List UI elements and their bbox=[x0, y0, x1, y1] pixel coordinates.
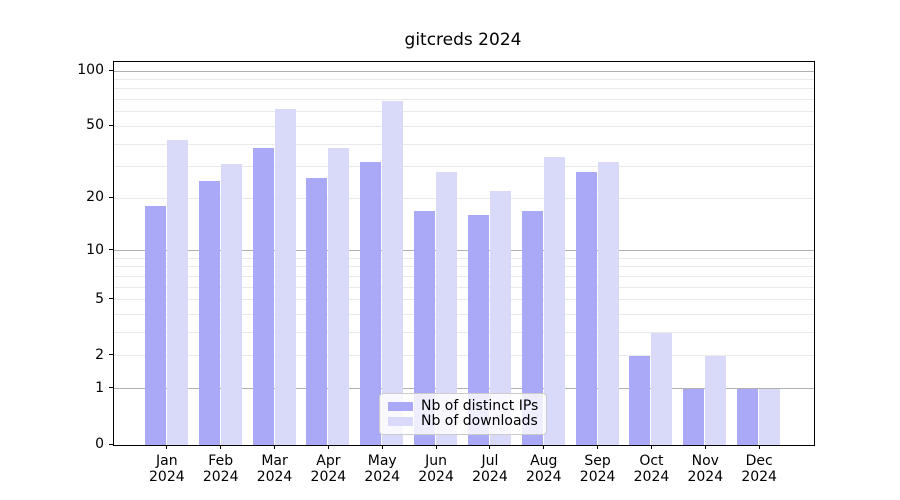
chart-title: gitcreds 2024 bbox=[404, 30, 522, 50]
y-tick-mark-20 bbox=[109, 196, 113, 198]
x-tick-label-may: May 2024 bbox=[364, 453, 401, 485]
y-tick-label-0: 0 bbox=[95, 436, 104, 452]
bar-downloads-may bbox=[382, 100, 404, 445]
bar-downloads-sep bbox=[597, 161, 619, 445]
bar-ips-dec bbox=[737, 388, 759, 445]
y-tick-label-1: 1 bbox=[95, 379, 104, 396]
bar-ips-nov bbox=[683, 388, 705, 445]
x-tick-mark-mar bbox=[274, 445, 276, 449]
y-tick-mark-50 bbox=[109, 124, 113, 126]
y-tick-mark-10 bbox=[109, 249, 113, 251]
gridline-minor-9 bbox=[114, 257, 814, 259]
bar-downloads-feb bbox=[220, 164, 242, 445]
x-tick-label-jan: Jan 2024 bbox=[149, 453, 185, 485]
x-tick-label-jul: Jul 2024 bbox=[472, 453, 508, 485]
y-tick-label-20: 20 bbox=[86, 189, 104, 206]
x-tick-mark-sep bbox=[597, 445, 599, 449]
bar-downloads-oct bbox=[651, 332, 673, 445]
bar-ips-jul bbox=[467, 215, 489, 445]
gridline-minor-4 bbox=[114, 314, 814, 316]
gridline-minor-3 bbox=[114, 332, 814, 334]
bar-ips-feb bbox=[198, 181, 220, 445]
x-tick-mark-feb bbox=[220, 445, 222, 449]
x-tick-label-mar: Mar 2024 bbox=[256, 453, 293, 485]
x-tick-mark-jan bbox=[166, 445, 168, 449]
x-tick-mark-dec bbox=[758, 445, 760, 449]
bar-downloads-dec bbox=[759, 388, 781, 445]
bar-downloads-apr bbox=[328, 148, 350, 445]
x-tick-label-sep: Sep 2024 bbox=[579, 453, 616, 485]
gridline-minor-50 bbox=[114, 125, 814, 127]
y-tick-label-2: 2 bbox=[95, 346, 104, 363]
gridline-minor-70 bbox=[114, 99, 814, 101]
gridline-minor-8 bbox=[114, 266, 814, 268]
gridline-minor-40 bbox=[114, 143, 814, 145]
y-tick-mark-5 bbox=[109, 298, 113, 300]
legend-swatch-ips-icon bbox=[388, 402, 413, 411]
y-tick-mark-2 bbox=[109, 354, 113, 356]
bar-ips-may bbox=[360, 161, 382, 445]
bar-downloads-aug bbox=[543, 156, 565, 445]
x-tick-label-dec: Dec 2024 bbox=[741, 453, 777, 485]
bar-ips-mar bbox=[252, 148, 274, 445]
legend-item-downloads: Nb of downloads bbox=[388, 413, 538, 429]
bar-downloads-jun bbox=[436, 172, 458, 445]
y-tick-label-5: 5 bbox=[95, 290, 104, 307]
bar-ips-jan bbox=[144, 206, 166, 445]
gridline-major-1 bbox=[114, 388, 814, 390]
gridline-minor-20 bbox=[114, 197, 814, 199]
gridline-minor-6 bbox=[114, 286, 814, 288]
bar-ips-aug bbox=[521, 210, 543, 445]
x-tick-label-apr: Apr 2024 bbox=[310, 453, 347, 485]
gridline-minor-7 bbox=[114, 276, 814, 278]
bar-downloads-jan bbox=[166, 140, 188, 445]
gridline-minor-5 bbox=[114, 299, 814, 301]
gridline-major-100 bbox=[114, 70, 814, 72]
x-tick-label-feb: Feb 2024 bbox=[202, 453, 239, 485]
bar-ips-jun bbox=[414, 210, 436, 445]
gridline-minor-90 bbox=[114, 79, 814, 81]
y-tick-mark-1 bbox=[109, 387, 113, 389]
y-tick-label-50: 50 bbox=[86, 117, 104, 134]
y-tick-mark-0 bbox=[109, 443, 113, 445]
bar-ips-sep bbox=[575, 172, 597, 445]
x-tick-mark-jun bbox=[435, 445, 437, 449]
y-tick-label-10: 10 bbox=[86, 241, 104, 258]
x-tick-label-oct: Oct 2024 bbox=[633, 453, 670, 485]
x-tick-mark-nov bbox=[704, 445, 706, 449]
x-tick-mark-may bbox=[381, 445, 383, 449]
bar-ips-apr bbox=[306, 177, 328, 445]
x-tick-label-jun: Jun 2024 bbox=[418, 453, 454, 485]
gridline-minor-2 bbox=[114, 355, 814, 357]
plot-area bbox=[113, 61, 815, 446]
y-tick-mark-100 bbox=[109, 69, 113, 71]
bar-downloads-mar bbox=[274, 109, 296, 445]
x-tick-label-nov: Nov 2024 bbox=[687, 453, 724, 485]
legend-item-distinct-ips: Nb of distinct IPs bbox=[388, 398, 539, 414]
y-tick-label-100: 100 bbox=[77, 62, 104, 79]
x-tick-mark-jul bbox=[489, 445, 491, 449]
legend-label-downloads: Nb of downloads bbox=[421, 413, 538, 429]
x-tick-mark-oct bbox=[650, 445, 652, 449]
gridline-major-10 bbox=[114, 250, 814, 252]
gridline-minor-30 bbox=[114, 166, 814, 168]
legend: Nb of distinct IPs Nb of downloads bbox=[379, 393, 547, 435]
x-tick-label-aug: Aug 2024 bbox=[525, 453, 562, 485]
bar-ips-oct bbox=[629, 356, 651, 445]
bar-downloads-nov bbox=[705, 356, 727, 445]
bar-downloads-jul bbox=[489, 190, 511, 445]
gridline-minor-80 bbox=[114, 88, 814, 90]
legend-swatch-downloads-icon bbox=[388, 417, 413, 426]
legend-label-distinct-ips: Nb of distinct IPs bbox=[421, 398, 539, 414]
x-tick-mark-aug bbox=[543, 445, 545, 449]
x-tick-mark-apr bbox=[327, 445, 329, 449]
gridline-minor-60 bbox=[114, 111, 814, 113]
